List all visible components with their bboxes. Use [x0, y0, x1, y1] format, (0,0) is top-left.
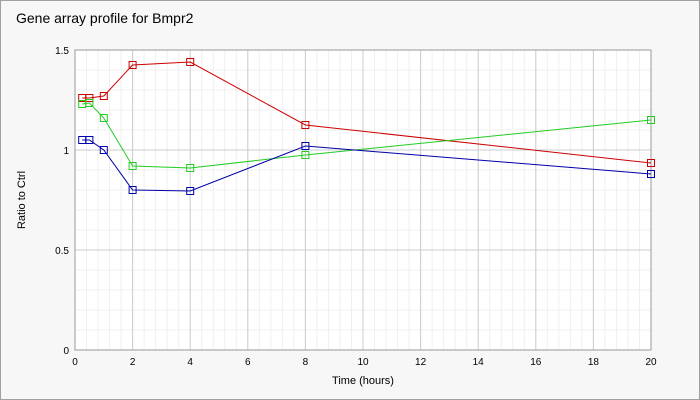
- data-point-marker: [647, 159, 655, 167]
- series-line: [82, 61, 652, 164]
- x-tick-label: 10: [357, 357, 369, 368]
- x-tick-label: 8: [303, 357, 309, 368]
- y-axis-label: Ratio to Ctrl: [16, 171, 28, 229]
- y-tick-label: 0.5: [55, 246, 69, 257]
- data-series: [78, 58, 655, 195]
- data-point-marker: [85, 99, 94, 107]
- x-tick-label: 12: [415, 357, 427, 368]
- axes: [74, 49, 652, 351]
- data-point-marker: [647, 170, 655, 178]
- y-tick-label: 0: [63, 346, 69, 357]
- data-point-marker: [99, 146, 108, 154]
- data-point-marker: [301, 142, 310, 150]
- data-point-marker: [647, 116, 655, 124]
- x-tick-label: 2: [130, 357, 136, 368]
- tick-labels: 0 2 4 6 8 10 12 14 16 18 20 0 0.5 1 1.5: [55, 46, 657, 368]
- series-line: [82, 139, 652, 192]
- data-point-marker: [128, 186, 137, 194]
- x-tick-label: 6: [245, 357, 251, 368]
- series-2: [78, 99, 655, 172]
- data-point-marker: [128, 162, 137, 170]
- data-point-marker: [301, 151, 310, 159]
- x-tick-label: 16: [530, 357, 542, 368]
- x-tick-label: 14: [473, 357, 485, 368]
- data-point-marker: [186, 58, 195, 66]
- x-tick-label: 20: [645, 357, 657, 368]
- data-point-marker: [301, 121, 310, 129]
- y-tick-label: 1.5: [55, 46, 69, 57]
- chart-title: Gene array profile for Bmpr2: [16, 10, 194, 26]
- plot-border: [74, 49, 652, 351]
- data-point-marker: [85, 136, 94, 144]
- data-point-marker: [85, 94, 94, 102]
- data-point-marker: [186, 187, 195, 195]
- series-1: [78, 58, 655, 167]
- y-tick-label: 1: [63, 146, 69, 157]
- x-tick-label: 18: [588, 357, 600, 368]
- series-line: [82, 102, 652, 169]
- x-axis-label: Time (hours): [332, 375, 394, 387]
- x-tick-label: 4: [187, 357, 193, 368]
- series-3: [78, 136, 655, 195]
- data-point-marker: [186, 164, 195, 172]
- data-point-marker: [99, 114, 108, 122]
- data-point-marker: [99, 92, 108, 100]
- x-tick-label: 0: [72, 357, 78, 368]
- data-point-marker: [128, 61, 137, 69]
